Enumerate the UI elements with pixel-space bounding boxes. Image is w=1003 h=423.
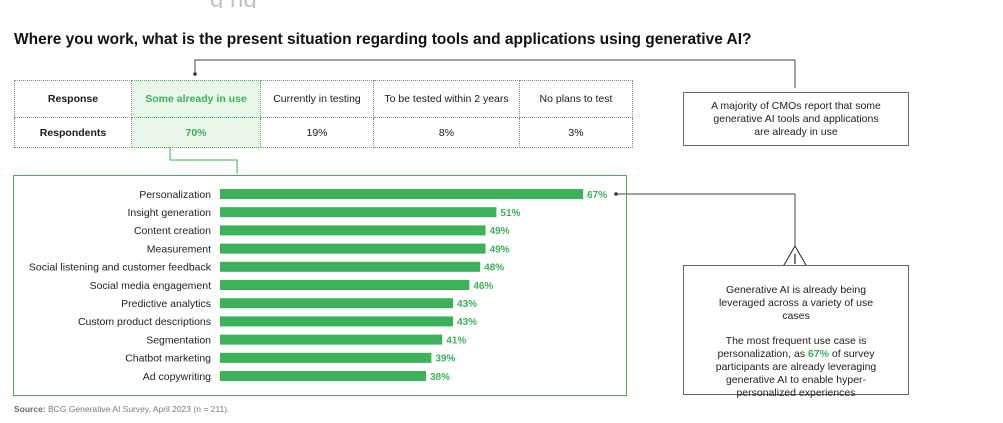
value-label: 43% [457,317,477,328]
source-label: Source: [14,404,46,414]
response-cell-1: Some already in use [131,80,261,118]
category-label: Measurement [147,243,211,255]
category-label: Insight generation [128,207,212,219]
bar [220,371,426,381]
value-label: 39% [435,354,455,365]
value-label: 46% [473,281,493,292]
value-label: 41% [446,335,466,346]
response-table: Response Some already in use Currently i… [14,80,633,148]
bar-chart: Personalization 67% Insight generation 51% C… [29,189,607,383]
category-label: Social listening and customer feedback [29,262,212,274]
category-label: Social media engagement [90,280,211,292]
value-label: 49% [490,244,510,255]
callout-top-text: A majority of CMOs report that some gene… [711,100,881,138]
respondents-cell-3: 8% [373,117,520,148]
value-label: 48% [484,263,504,274]
value-label: 49% [490,226,510,237]
callout-bottom: Generative AI is already being leveraged… [683,265,909,399]
callout-bottom-p2: The most frequent use case is personaliz… [684,323,908,400]
value-label: 38% [430,372,450,383]
bar [220,298,454,309]
value-label: 67% [587,190,607,201]
bar [220,243,486,254]
callout-bottom-p2-b: of survey participants are already lever… [715,348,877,399]
connector-green [169,147,238,174]
table-row: Response Some already in use Currently i… [14,80,633,118]
bar [220,280,470,290]
source-text: BCG Generative AI Survey, April 2023 (n … [45,404,230,414]
partial-title: g ng [210,0,610,8]
source-note: Source: BCG Generative AI Survey, April … [14,404,229,414]
category-label: Custom product descriptions [78,316,211,328]
respondents-cell-1: 70% [131,117,261,148]
response-cell-4: No plans to test [519,80,633,118]
callout-top: A majority of CMOs report that some gene… [683,92,909,146]
respondents-cell-4: 3% [519,117,633,148]
chart-panel: Personalization 67% Insight generation 51% C… [13,175,627,396]
category-label: Chatbot marketing [125,353,211,365]
bar [220,207,497,218]
callout-bottom-p2-num: 67% [807,348,829,360]
value-label: 43% [457,299,477,310]
category-label: Ad copywriting [143,371,211,383]
category-label: Segmentation [146,334,211,346]
category-label: Content creation [134,225,211,237]
bar [220,189,584,199]
callout-bottom-p2-a: The most frequent use case is personaliz… [717,335,867,360]
category-label: Personalization [139,189,211,201]
connector-bottom [616,193,796,246]
value-label: 51% [500,208,520,219]
connector-bottom-dot [614,192,618,196]
row-label-respondents: Respondents [14,117,132,148]
bar [220,352,432,363]
bar [220,316,454,327]
connector-top [194,59,796,88]
bar [220,261,481,272]
callout-bottom-p1: Generative AI is already being leveraged… [718,284,874,322]
survey-question: Where you work, what is the present situ… [14,31,752,48]
response-cell-3: To be tested within 2 years [373,80,520,118]
category-label: Predictive analytics [121,298,211,310]
bar [220,334,443,345]
row-label-response: Response [14,80,132,118]
table-row: Respondents 70% 19% 8% 3% [14,117,633,148]
connector-top-dot [193,72,197,76]
bar [220,225,486,236]
